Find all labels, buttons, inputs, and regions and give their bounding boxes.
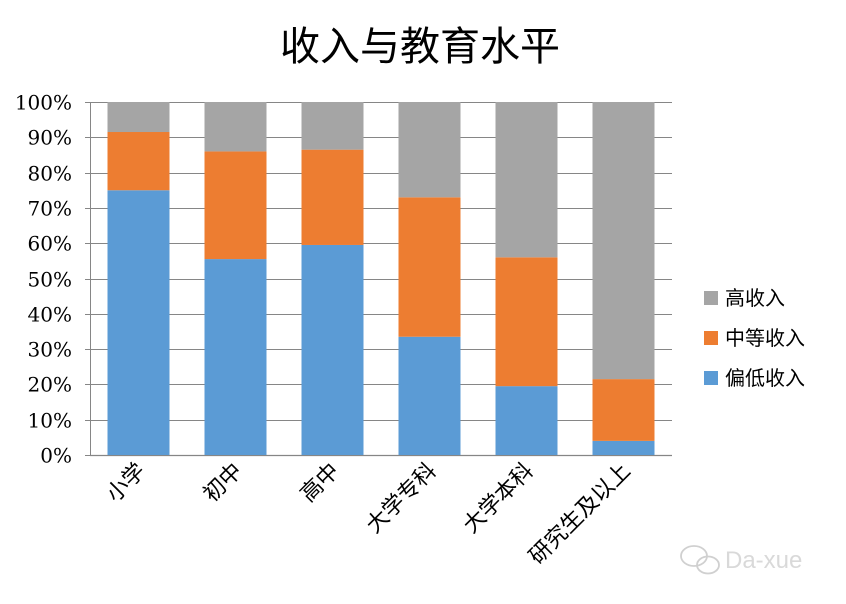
y-tick-label: 100% (15, 91, 72, 115)
legend-swatch (704, 291, 718, 305)
bar-segment (592, 102, 655, 380)
legend-label: 高收入 (725, 286, 785, 310)
bar-segment (301, 149, 364, 245)
x-tick-label: 初中 (199, 459, 248, 508)
y-tick-label: 30% (28, 338, 72, 362)
watermark: Da-xue (680, 545, 802, 575)
bar-segment (398, 102, 461, 198)
bar-segment (107, 102, 170, 133)
y-tick-label: 60% (28, 232, 72, 256)
bar-segment (204, 102, 267, 152)
bar-segment (398, 197, 461, 337)
y-tick-label: 20% (28, 373, 72, 397)
bar-segment (495, 257, 558, 387)
chart-title: 收入与教育水平 (280, 24, 560, 70)
bar-segment (107, 132, 170, 191)
y-axis-ticks: 0% 10% 20% 30% 40% 50% 60% 70% 80% 90% 100% (15, 91, 72, 468)
bar-segment (204, 151, 267, 260)
bar-segment (107, 190, 170, 455)
legend-label: 中等收入 (725, 326, 805, 350)
legend-swatch (704, 331, 718, 345)
wechat-logo-icon (680, 545, 720, 575)
bar-segment (204, 259, 267, 455)
bar-segment (495, 102, 558, 258)
x-tick-label: 小学 (102, 459, 151, 508)
bar-segment (495, 386, 558, 455)
y-tick-label: 70% (28, 197, 72, 221)
x-tick-label: 研究生及以上 (525, 459, 636, 570)
gridlines (85, 102, 672, 457)
bar-segment (592, 440, 655, 455)
legend-label: 偏低收入 (725, 366, 805, 390)
bar-segment (301, 244, 364, 455)
x-tick-label: 高中 (296, 459, 345, 508)
bar-segment (301, 102, 364, 150)
bars (107, 102, 655, 455)
y-tick-label: 50% (28, 268, 72, 292)
y-tick-label: 80% (28, 162, 72, 186)
y-tick-label: 10% (28, 409, 72, 433)
y-tick-label: 90% (28, 126, 72, 150)
legend-swatch (704, 371, 718, 385)
bar-segment (398, 336, 461, 455)
x-tick-label: 大学专科 (362, 459, 442, 539)
x-tick-label: 大学本科 (459, 459, 539, 539)
watermark-text: Da-xue (725, 547, 802, 574)
y-tick-label: 0% (40, 444, 72, 468)
bar-segment (592, 379, 655, 441)
y-tick-label: 40% (28, 303, 72, 327)
